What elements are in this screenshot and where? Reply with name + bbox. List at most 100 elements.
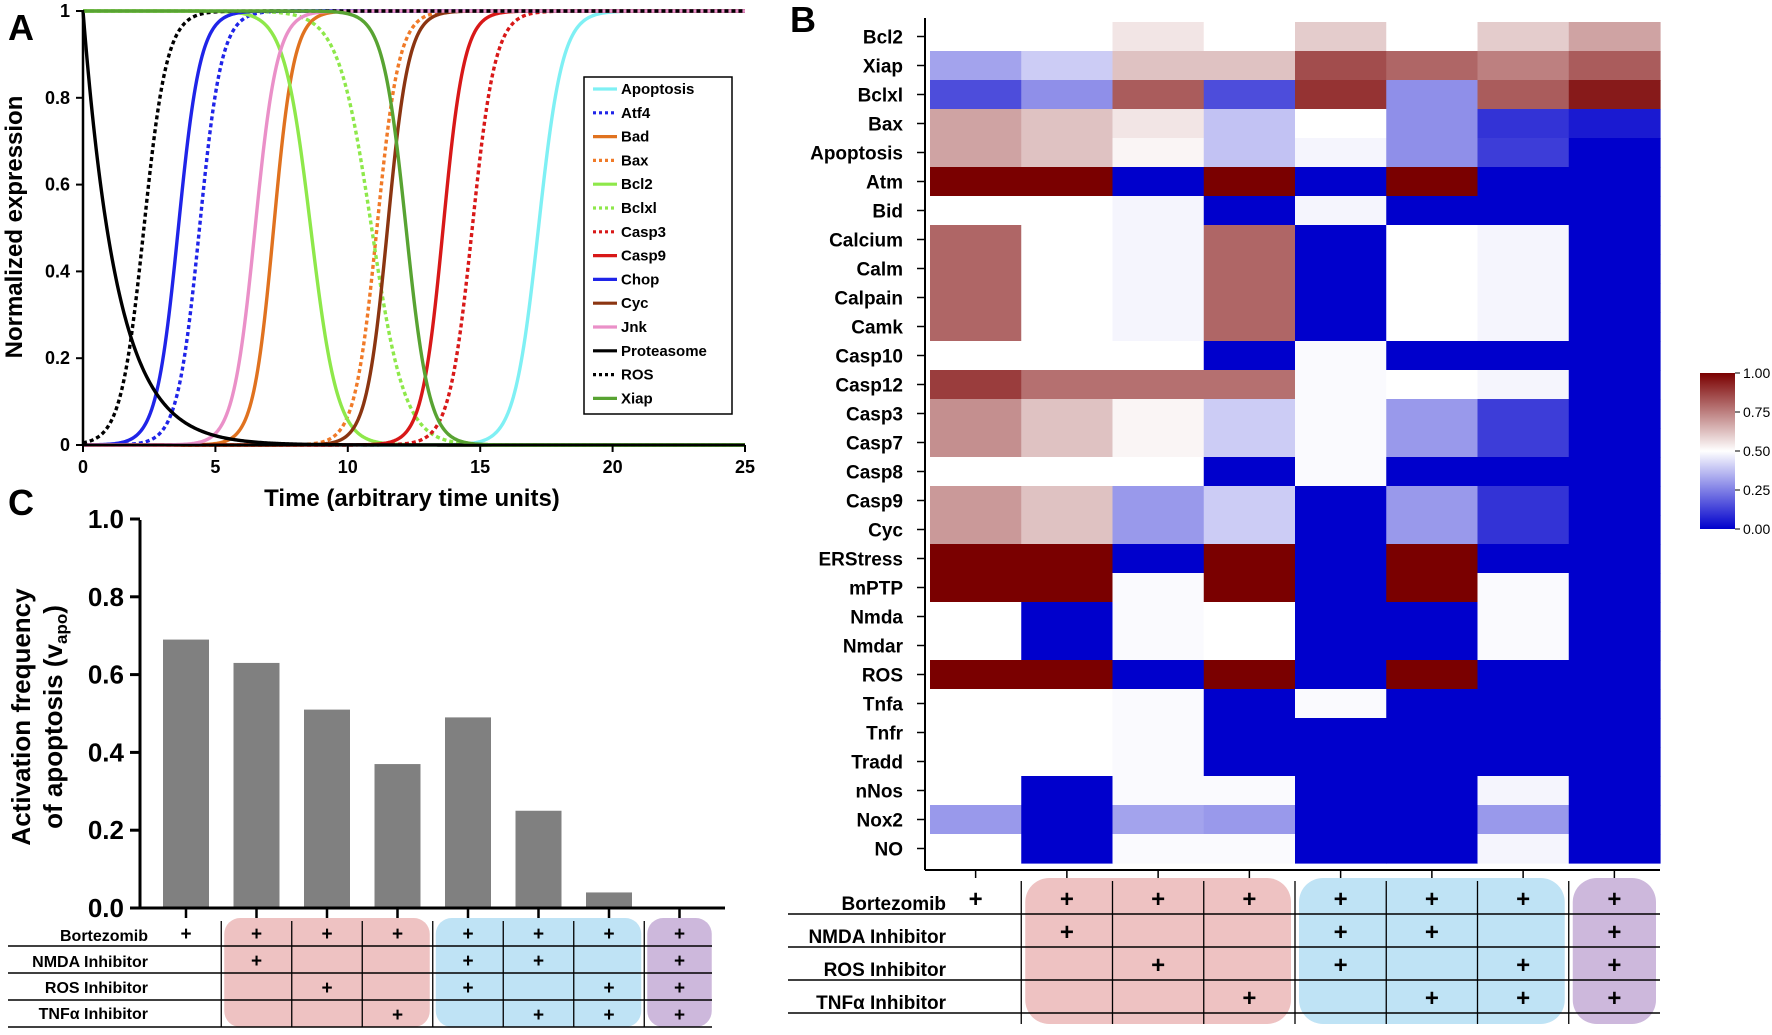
heatmap-cell [1112, 747, 1205, 777]
bar [304, 709, 350, 908]
heatmap-row-label: Nmdar [843, 637, 904, 658]
heatmap-cell [1386, 486, 1479, 516]
heatmap-cell [1203, 544, 1296, 574]
legend-label-casp9: Casp9 [621, 248, 666, 265]
heatmap-cell [1112, 283, 1205, 313]
heatmap-cell [1568, 225, 1661, 255]
heatmap-cell [1568, 51, 1661, 81]
condition-row-label: TNFα Inhibitor [816, 993, 946, 1014]
condition-plus-mark: + [1151, 952, 1165, 979]
heatmap-cell [1386, 834, 1479, 864]
heatmap-row-label: Camk [851, 318, 903, 339]
heatmap-cell [1477, 834, 1570, 864]
heatmap-cell [1203, 805, 1296, 835]
condition-plus-mark: + [603, 924, 614, 945]
heatmap-cell [1568, 718, 1661, 748]
heatmap-cell [1021, 370, 1114, 400]
heatmap-cell [1203, 486, 1296, 516]
heatmap-cell [1112, 689, 1205, 719]
condition-plus-mark: + [1516, 886, 1530, 913]
heatmap-cell [1021, 167, 1114, 197]
bar [233, 662, 280, 908]
panel-a-line-chart: 0 5 10 15 20 25 0 0.2 0.4 0.6 0.8 1 Time (arbitrary… [1, 1, 755, 512]
heatmap-cell [1477, 225, 1570, 255]
heatmap-cell [1295, 544, 1387, 574]
bar [515, 810, 562, 908]
heatmap-cell [1021, 573, 1114, 603]
heatmap-cell [1568, 196, 1661, 226]
heatmap-cell [1203, 689, 1296, 719]
heatmap-cell [1295, 22, 1387, 52]
heatmap-cell [1477, 51, 1570, 81]
condition-plus-mark: + [674, 924, 685, 945]
heatmap-cell [1295, 51, 1387, 81]
colorbar-tick-label: 0.75 [1743, 404, 1770, 420]
heatmap-cell [1112, 167, 1205, 197]
x-tick-label: 20 [603, 457, 623, 477]
condition-plus-mark: + [969, 886, 983, 913]
heatmap-cell [1295, 138, 1387, 168]
y-tick-label: 1 [60, 1, 70, 21]
heatmap-cell [1386, 515, 1479, 545]
heatmap-cell [1021, 138, 1114, 168]
heatmap-cell [930, 109, 1022, 139]
panel-c-y-label-subscript: apo [52, 614, 71, 644]
heatmap-cell [1386, 631, 1479, 661]
heatmap-cell [1477, 138, 1570, 168]
heatmap-cell [1295, 834, 1387, 864]
heatmap-cell [1386, 689, 1479, 719]
x-tick-label: 25 [735, 457, 755, 477]
heatmap-cell [1568, 776, 1661, 806]
heatmap-cell [1295, 196, 1387, 226]
heatmap-cell [1112, 22, 1205, 52]
heatmap-cell [1203, 80, 1296, 110]
heatmap-cell [1477, 747, 1570, 777]
heatmap-cell [1477, 457, 1570, 487]
heatmap-cell [1021, 689, 1114, 719]
heatmap-cell [1386, 747, 1479, 777]
heatmap-row-label: Casp3 [846, 405, 903, 426]
panel-a-y-label: Normalized expression [1, 96, 28, 359]
legend-label-apoptosis: Apoptosis [621, 81, 694, 98]
heatmap-row-label: Bax [868, 115, 903, 136]
heatmap-cell [930, 312, 1022, 342]
heatmap-cell [1203, 602, 1296, 632]
heatmap-row-label: ERStress [819, 550, 904, 571]
condition-plus-mark: + [1425, 919, 1439, 946]
heatmap-cell [1477, 805, 1570, 835]
panel-c-bars [163, 639, 632, 908]
heatmap-cell [1295, 428, 1387, 458]
condition-plus-mark: + [180, 924, 191, 945]
heatmap-cell [1386, 399, 1479, 429]
heatmap-row-label: mPTP [849, 579, 903, 600]
heatmap-cell [1021, 225, 1114, 255]
y-tick-label: 0.2 [45, 348, 70, 368]
colorbar-tick-label: 0.50 [1743, 443, 1770, 459]
heatmap-row-label: Bid [872, 202, 903, 223]
heatmap-row-label: Bclxl [858, 86, 903, 107]
heatmap-cell [1386, 80, 1479, 110]
heatmap-cell [930, 689, 1022, 719]
heatmap-row-label: Casp8 [846, 463, 903, 484]
heatmap-cell [1021, 399, 1114, 429]
heatmap-cell [1477, 341, 1570, 371]
heatmap-cell [1021, 486, 1114, 516]
heatmap-cell [1568, 660, 1661, 690]
heatmap-cell [1295, 283, 1387, 313]
heatmap-cell [1021, 51, 1114, 81]
heatmap-cell [1112, 544, 1205, 574]
legend-label-bcl2: Bcl2 [621, 176, 653, 193]
heatmap-cell [1477, 718, 1570, 748]
heatmap-cell [1295, 515, 1387, 545]
heatmap-cell [1203, 196, 1296, 226]
heatmap-row-label: Casp7 [846, 434, 903, 455]
heatmap-cell [1386, 660, 1479, 690]
heatmap-cell [930, 631, 1022, 661]
heatmap-cell [1477, 312, 1570, 342]
heatmap-cell [1386, 283, 1479, 313]
condition-plus-mark: + [533, 1005, 544, 1026]
heatmap-cell [1021, 341, 1114, 371]
heatmap-cell [1568, 399, 1661, 429]
heatmap-cell [1021, 80, 1114, 110]
heatmap-cell [1295, 109, 1387, 139]
